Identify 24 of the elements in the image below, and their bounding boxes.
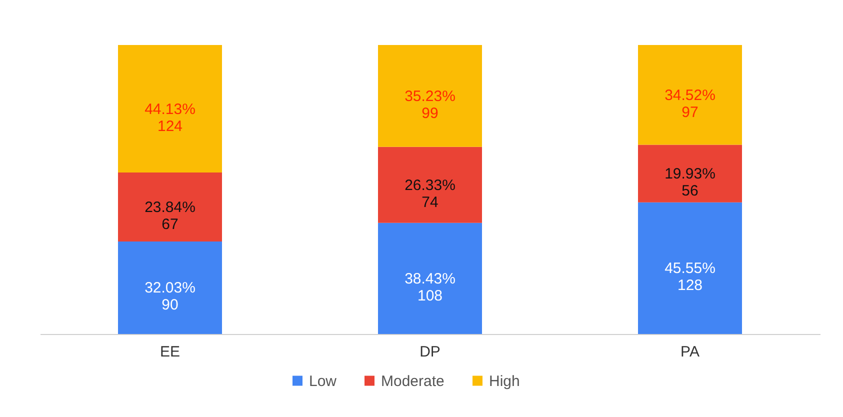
legend-label: Moderate: [381, 372, 444, 390]
data-label: 23.84% 67: [144, 198, 196, 233]
data-label: 34.52% 97: [664, 86, 716, 121]
data-label: 32.03% 90: [144, 280, 196, 314]
bar: [118, 241, 222, 334]
bar: [378, 146, 482, 223]
bar: [638, 144, 742, 202]
data-label: 19.93% 56: [664, 166, 716, 200]
legend-label: Low: [309, 372, 337, 390]
data-label: 26.33% 74: [404, 176, 456, 211]
x-tick-label: PA: [680, 344, 700, 360]
data-label: 35.23% 99: [404, 88, 456, 122]
data-label: 45.55% 128: [664, 260, 716, 294]
x-tick-label: EE: [160, 344, 180, 360]
x-tick-label: DP: [420, 344, 440, 360]
bar: [378, 45, 482, 147]
legend-label: High: [489, 372, 520, 390]
bar: [118, 172, 222, 242]
data-label: 38.43% 108: [404, 270, 456, 304]
bar: [638, 45, 742, 145]
data-label: 44.13% 124: [144, 100, 196, 135]
bar: [118, 45, 222, 173]
bar: [378, 222, 482, 334]
bar: [638, 202, 742, 334]
